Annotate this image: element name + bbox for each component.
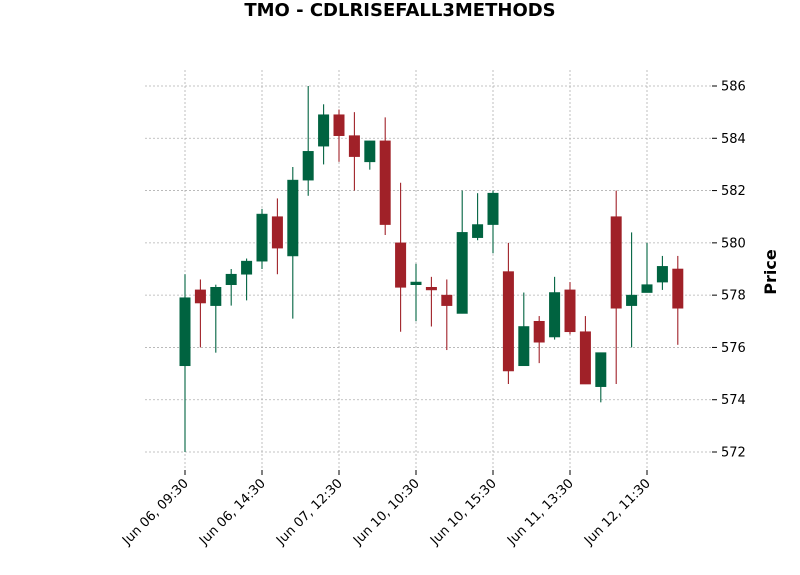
- candle-body-down: [441, 294, 453, 306]
- candle-body-up: [302, 151, 314, 181]
- y-tick-label: 576: [721, 341, 746, 356]
- y-tick-label: 582: [721, 184, 746, 199]
- x-tick-label: Jun 06, 09:30: [119, 476, 192, 549]
- candle-body-up: [626, 294, 638, 306]
- candle-body-down: [379, 140, 391, 225]
- candle-body-down: [672, 268, 684, 309]
- y-tick-label: 574: [721, 393, 746, 408]
- candle-body-down: [395, 242, 407, 288]
- candle-body-up: [241, 260, 253, 275]
- y-tick-label: 572: [721, 446, 746, 461]
- candle-body-down: [502, 271, 514, 372]
- candle-body-down: [333, 114, 345, 136]
- candle-body-down: [194, 289, 206, 304]
- candle-body-down: [579, 331, 591, 385]
- candle-body-up: [364, 140, 376, 163]
- candle-body-up: [487, 192, 499, 225]
- x-tick-label: Jun 07, 12:30: [273, 476, 346, 549]
- y-axis-label: Price: [761, 249, 780, 295]
- candle-body-up: [287, 179, 299, 257]
- candle-body-down: [425, 286, 437, 291]
- candle-body-down: [610, 216, 622, 309]
- candle-body-up: [656, 266, 668, 283]
- x-tick-label: Jun 10, 15:30: [427, 476, 500, 549]
- candle-body-down: [348, 135, 360, 157]
- candle-body-up: [518, 326, 530, 367]
- candle-layer: [179, 86, 684, 452]
- chart-title: TMO - CDLRISEFALL3METHODS: [244, 0, 556, 21]
- y-tick-label: 584: [721, 132, 746, 147]
- candle-body-up: [641, 284, 653, 293]
- candle-body-up: [410, 281, 422, 285]
- candle-body-down: [564, 289, 576, 333]
- y-tick-label: 580: [721, 236, 746, 251]
- candle-body-up: [225, 273, 237, 285]
- y-tick-label: 578: [721, 289, 746, 304]
- candle-body-up: [472, 224, 484, 238]
- candle-body-up: [595, 352, 607, 387]
- x-tick-label: Jun 06, 14:30: [196, 476, 269, 549]
- x-tick-label: Jun 10, 10:30: [350, 476, 423, 549]
- candle-body-up: [256, 213, 268, 262]
- x-tick-label: Jun 11, 13:30: [504, 476, 577, 549]
- candle-body-up: [179, 297, 191, 367]
- candle-body-up: [549, 292, 561, 338]
- grid-layer: [145, 70, 712, 470]
- candle-body-down: [271, 216, 283, 249]
- candle-body-down: [533, 320, 545, 343]
- candle-body-up: [318, 114, 330, 147]
- candle-body-up: [456, 232, 468, 314]
- candle-body-up: [210, 286, 222, 306]
- x-tick-label: Jun 12, 11:30: [581, 476, 654, 549]
- y-tick-label: 586: [721, 80, 746, 95]
